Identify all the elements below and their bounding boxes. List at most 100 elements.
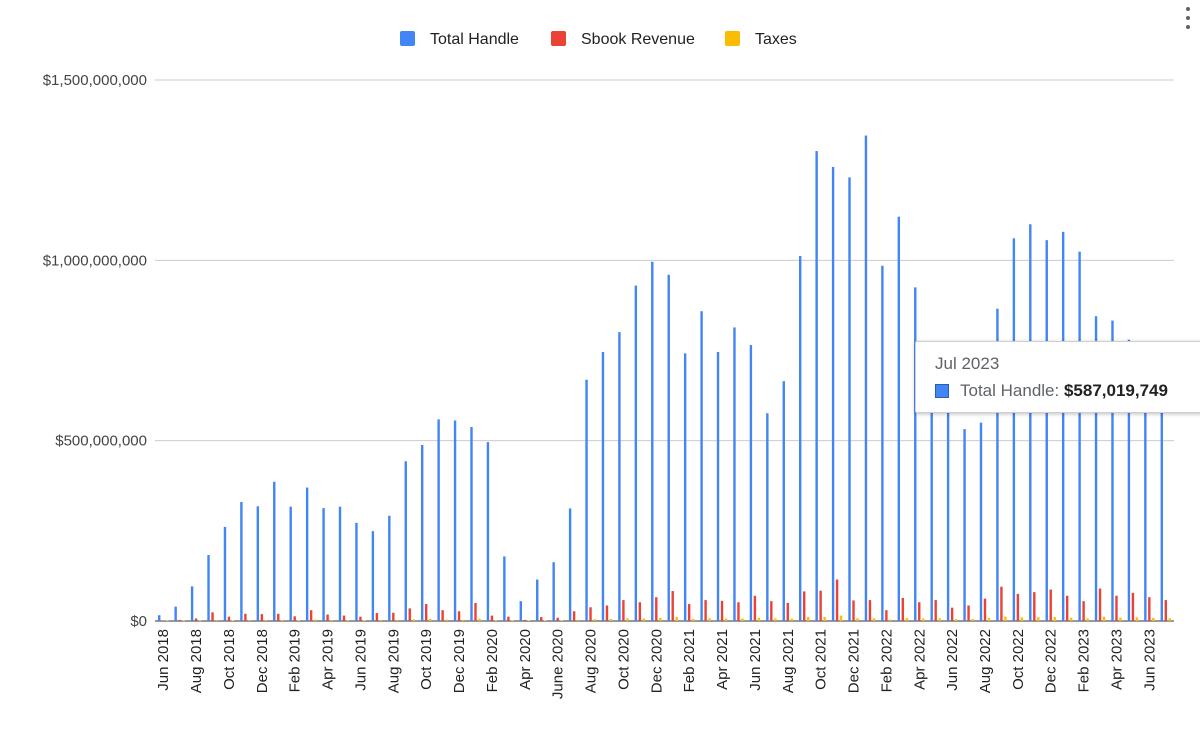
bar-taxes	[922, 618, 925, 621]
bar-sbook-revenue	[1115, 595, 1118, 621]
bar-taxes	[560, 620, 563, 621]
bar-total-handle	[1111, 320, 1114, 621]
bar-taxes	[872, 618, 876, 621]
bar-sbook-revenue	[835, 579, 839, 621]
x-tick-label: Jun 2018	[155, 629, 172, 691]
bar-taxes	[461, 619, 465, 621]
bar-taxes	[807, 617, 810, 621]
bar-taxes	[412, 619, 415, 621]
legend-item[interactable]: Sbook Revenue	[551, 31, 695, 48]
x-tick-label: Dec 2019	[451, 629, 468, 693]
bar-taxes	[642, 618, 646, 621]
bar-sbook-revenue	[786, 602, 789, 621]
bar-total-handle	[420, 444, 424, 621]
bar-taxes	[1020, 617, 1024, 621]
bar-total-handle	[1061, 231, 1065, 621]
bar-total-handle	[1078, 251, 1081, 621]
bar-taxes	[954, 619, 958, 621]
bar-sbook-revenue	[819, 590, 822, 621]
bar-sbook-revenue	[1148, 597, 1151, 621]
bar-total-handle	[536, 579, 539, 621]
tooltip-value: $587,019,749	[1063, 381, 1168, 400]
bar-sbook-revenue	[277, 613, 280, 621]
bar-total-handle	[503, 556, 506, 621]
bar-sbook-revenue	[326, 614, 329, 621]
bar-sbook-revenue	[638, 602, 642, 621]
bar-sbook-revenue	[424, 604, 428, 621]
x-tick-label: Oct 2020	[615, 629, 632, 690]
bar-total-handle	[914, 287, 917, 621]
bar-total-handle	[667, 274, 670, 621]
bar-total-handle	[766, 413, 769, 621]
bar-total-handle	[388, 515, 391, 621]
bar-total-handle	[470, 426, 473, 621]
bar-sbook-revenue	[1082, 601, 1085, 621]
bar-total-handle	[634, 285, 638, 621]
legend-swatch	[400, 31, 415, 46]
bar-taxes	[346, 620, 350, 621]
bar-total-handle	[552, 562, 555, 621]
bar-total-handle	[223, 526, 227, 621]
x-tick-label: Feb 2022	[878, 629, 895, 692]
bar-total-handle	[1029, 224, 1032, 621]
bar-sbook-revenue	[178, 619, 181, 621]
bar-sbook-revenue	[1016, 593, 1020, 621]
bar-taxes	[445, 619, 448, 621]
bar-total-handle	[404, 461, 407, 621]
bar-sbook-revenue	[474, 602, 477, 621]
bar-sbook-revenue	[1049, 589, 1052, 621]
bar-total-handle	[158, 615, 161, 621]
bar-total-handle	[716, 351, 720, 621]
bar-total-handle	[601, 351, 605, 621]
x-tick-label: Jun 2019	[352, 629, 369, 691]
bar-taxes	[576, 619, 580, 621]
bar-total-handle	[831, 166, 835, 622]
bar-taxes	[231, 620, 235, 621]
bar-total-handle	[322, 508, 325, 621]
bar-taxes	[396, 619, 399, 621]
x-tick-label: Apr 2022	[911, 629, 928, 690]
more-options-icon[interactable]	[1183, 6, 1193, 32]
bar-sbook-revenue	[868, 600, 872, 621]
bar-taxes	[1053, 617, 1056, 621]
bar-taxes	[757, 617, 761, 621]
x-tick-label: Aug 2020	[583, 629, 600, 693]
bar-sbook-revenue	[983, 598, 987, 621]
bar-taxes	[428, 618, 432, 621]
bar-taxes	[1119, 617, 1122, 621]
bar-total-handle	[305, 487, 309, 621]
bar-taxes	[856, 618, 859, 621]
legend-item[interactable]: Total Handle	[400, 31, 519, 48]
bar-total-handle	[897, 216, 901, 621]
bar-sbook-revenue	[507, 616, 510, 621]
x-tick-label: Jun 2021	[747, 629, 764, 691]
x-tick-label: Dec 2018	[254, 629, 271, 693]
legend-item[interactable]: Taxes	[725, 31, 797, 48]
tooltip-label: Total Handle: $587,019,749	[960, 381, 1168, 401]
bar-taxes	[823, 617, 826, 621]
bar-taxes	[1086, 618, 1089, 621]
bar-taxes	[527, 620, 530, 621]
bar-sbook-revenue	[441, 610, 444, 621]
legend: Total Handle Sbook Revenue Taxes	[400, 31, 797, 48]
bar-total-handle	[618, 332, 621, 621]
bar-taxes	[248, 620, 251, 621]
bar-sbook-revenue	[753, 595, 757, 621]
bar-taxes	[281, 620, 284, 621]
bar-sbook-revenue	[803, 591, 806, 621]
legend-label: Taxes	[755, 31, 797, 48]
bar-sbook-revenue	[605, 605, 609, 621]
bar-sbook-revenue	[162, 620, 165, 621]
bar-total-handle	[1127, 339, 1131, 621]
bar-sbook-revenue	[655, 597, 658, 621]
bar-sbook-revenue	[540, 617, 543, 621]
bar-taxes	[889, 619, 892, 621]
legend-swatch	[725, 31, 740, 46]
bar-sbook-revenue	[194, 618, 198, 621]
x-tick-label: Dec 2022	[1043, 629, 1060, 693]
bar-sbook-revenue	[770, 601, 773, 621]
bar-total-handle	[749, 345, 753, 621]
bar-total-handle	[700, 311, 703, 621]
x-tick-label: Jun 2023	[1141, 629, 1158, 691]
bar-sbook-revenue	[1000, 586, 1003, 621]
